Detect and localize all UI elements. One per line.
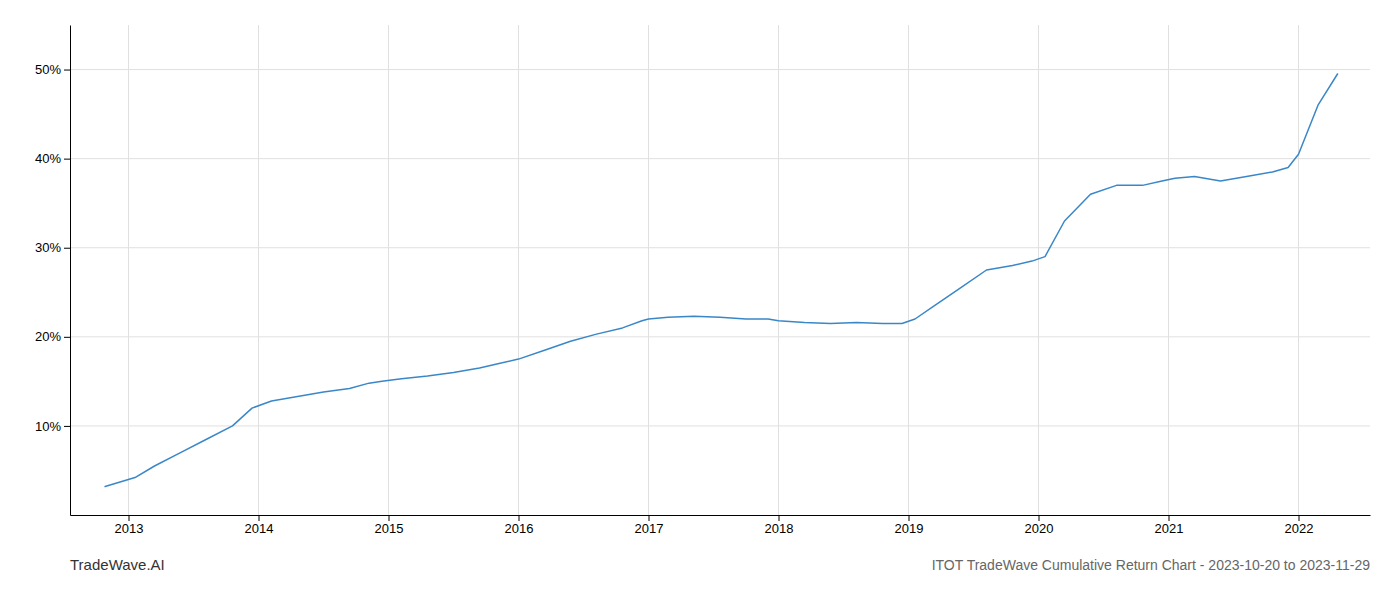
x-tick-mark: [779, 515, 780, 521]
grid-line-x: [648, 25, 649, 515]
grid-line-x: [1168, 25, 1169, 515]
x-tick-label: 2018: [765, 521, 794, 536]
x-tick-label: 2021: [1155, 521, 1184, 536]
x-tick-mark: [1169, 515, 1170, 521]
x-tick-mark: [1039, 515, 1040, 521]
grid-line-y: [70, 425, 1370, 426]
x-tick: 2013: [115, 515, 144, 536]
grid-line-x: [1038, 25, 1039, 515]
x-tick-mark: [519, 515, 520, 521]
y-tick-mark: [64, 70, 70, 71]
x-tick: 2020: [1025, 515, 1054, 536]
grid-line-x: [128, 25, 129, 515]
y-tick-label: 10%: [35, 419, 61, 434]
x-tick-mark: [649, 515, 650, 521]
x-tick: 2014: [245, 515, 274, 536]
title: ITOT TradeWave Cumulative Return Chart -…: [932, 557, 1371, 573]
y-tick: 10%: [35, 419, 70, 434]
y-tick-label: 30%: [35, 240, 61, 255]
grid-line-x: [908, 25, 909, 515]
grid-line-x: [518, 25, 519, 515]
x-tick-mark: [1299, 515, 1300, 521]
x-tick: 2016: [505, 515, 534, 536]
x-tick: 2017: [635, 515, 664, 536]
grid-line-x: [778, 25, 779, 515]
y-tick: 50%: [35, 62, 70, 77]
y-tick-mark: [64, 337, 70, 338]
x-tick-mark: [259, 515, 260, 521]
x-tick-label: 2017: [635, 521, 664, 536]
y-tick-mark: [64, 159, 70, 160]
y-tick-label: 40%: [35, 151, 61, 166]
x-axis-line: [71, 515, 1371, 516]
grid-line-y: [70, 247, 1370, 248]
x-tick-label: 2015: [375, 521, 404, 536]
y-tick-label: 50%: [35, 62, 61, 77]
y-tick: 30%: [35, 240, 70, 255]
grid-line-y: [70, 336, 1370, 337]
grid-line-x: [388, 25, 389, 515]
x-tick-label: 2013: [115, 521, 144, 536]
grid-line-x: [1298, 25, 1299, 515]
grid-line-y: [70, 69, 1370, 70]
background: [0, 0, 1400, 600]
line: [105, 74, 1337, 486]
x-tick-mark: [389, 515, 390, 521]
plot-area: 2013 2014 2015 2016 2017 2018 2019 2020 2021 2022…: [35, 25, 1371, 573]
x-tick-mark: [909, 515, 910, 521]
x-tick: 2022: [1285, 515, 1314, 536]
x-tick-label: 2019: [895, 521, 924, 536]
y-tick: 40%: [35, 151, 70, 166]
grid: [70, 25, 1370, 515]
y-tick-label: 20%: [35, 329, 61, 344]
y-tick: 20%: [35, 329, 70, 344]
grid-line-x: [258, 25, 259, 515]
y-axis-line: [70, 26, 71, 516]
x-tick: 2021: [1155, 515, 1184, 536]
y-tick-mark: [64, 248, 70, 249]
x-tick: 2015: [375, 515, 404, 536]
x-tick-label: 2022: [1285, 521, 1314, 536]
y-tick-mark: [64, 426, 70, 427]
watermark: TradeWave.AI: [70, 556, 165, 573]
x-tick-label: 2020: [1025, 521, 1054, 536]
x-tick-label: 2014: [245, 521, 274, 536]
grid-line-y: [70, 158, 1370, 159]
x-tick: 2019: [895, 515, 924, 536]
x-tick-mark: [129, 515, 130, 521]
x-tick-label: 2016: [505, 521, 534, 536]
chart-svg: 2013 2014 2015 2016 2017 2018 2019 2020 2021 2022…: [0, 0, 1400, 600]
y-axis: 10% 20% 30% 40% 50%: [35, 26, 71, 516]
x-tick: 2018: [765, 515, 794, 536]
x-axis: 2013 2014 2015 2016 2017 2018 2019 2020 2021 2022: [71, 515, 1371, 536]
marks: [105, 74, 1337, 486]
